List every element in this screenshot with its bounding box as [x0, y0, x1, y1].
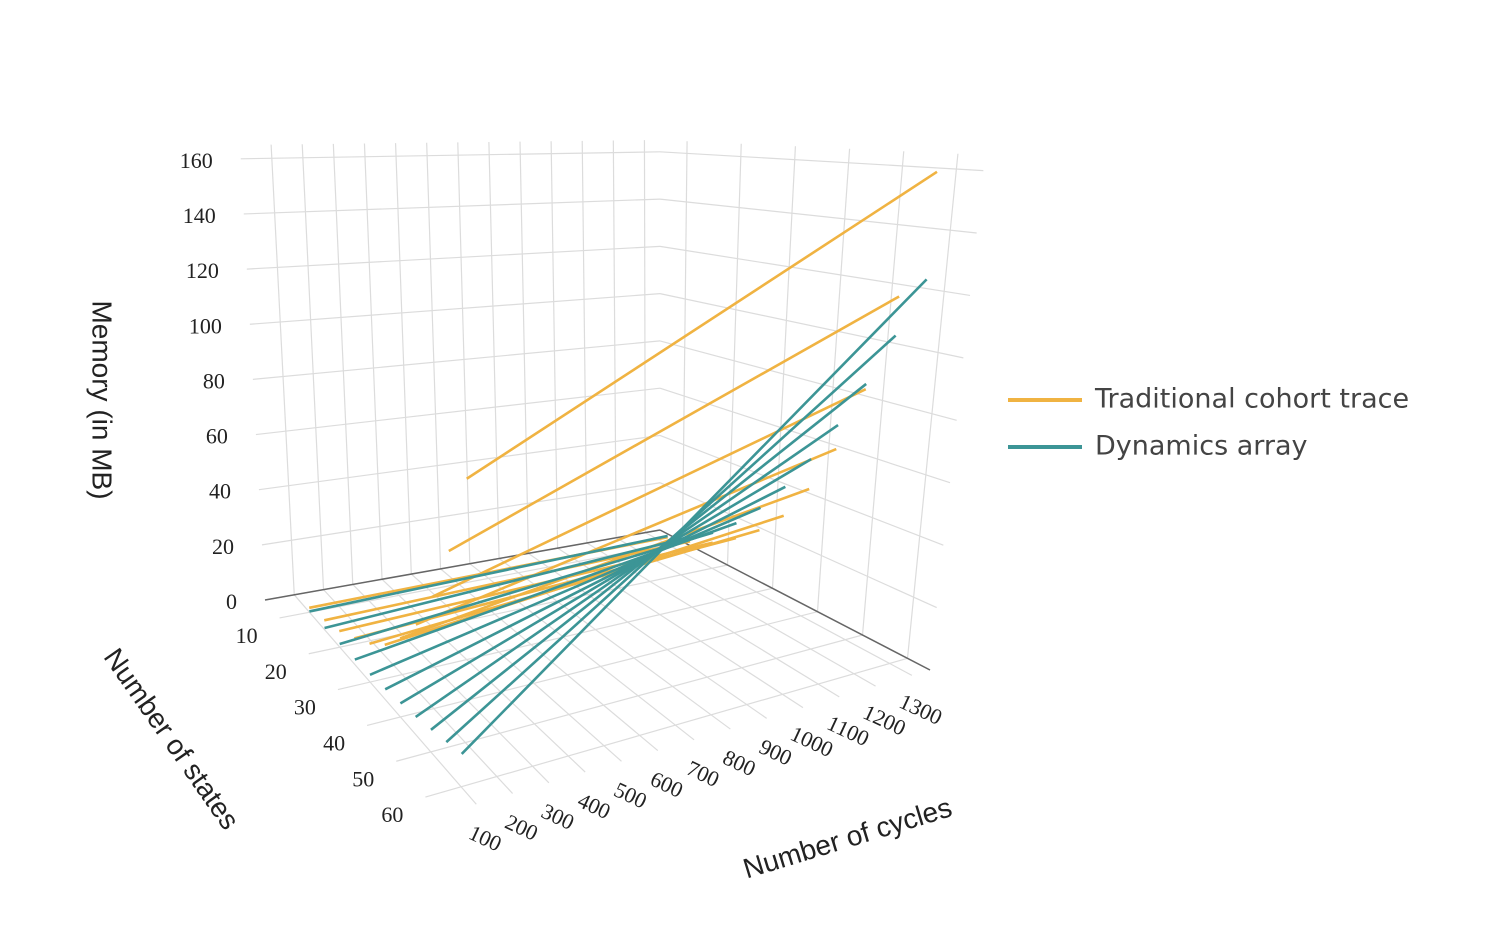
- grid-line: [366, 611, 818, 726]
- z-tick-label: 20: [212, 534, 234, 559]
- grid-line: [612, 140, 617, 538]
- grid-line: [270, 144, 295, 595]
- data-line: [430, 382, 867, 731]
- data-line: [466, 170, 938, 480]
- data-lines: [308, 170, 938, 755]
- grid-line: [681, 141, 688, 542]
- y-tick-label: 40: [323, 730, 345, 755]
- grid-line: [519, 141, 529, 554]
- grid-line: [861, 151, 905, 636]
- x-tick-label: 300: [538, 798, 578, 835]
- legend: Traditional cohort trace Dynamics array: [1008, 384, 1409, 462]
- x-tick-label: 800: [719, 745, 759, 782]
- grid-line: [816, 148, 851, 612]
- grid-line: [261, 482, 661, 546]
- data-line: [384, 514, 785, 647]
- grid-line: [308, 564, 728, 655]
- data-line: [448, 295, 900, 553]
- grid-line: [252, 340, 661, 380]
- grid-line: [659, 340, 957, 421]
- grid-line: [557, 547, 804, 709]
- grid-line: [426, 142, 442, 569]
- z-tick-label: 60: [206, 424, 228, 449]
- data-line: [324, 535, 691, 630]
- y-tick-label: 30: [294, 695, 316, 720]
- grid-line: [643, 140, 646, 533]
- legend-label: Traditional cohort trace: [1094, 384, 1409, 415]
- grid-line: [337, 587, 773, 691]
- grid-line: [581, 140, 588, 543]
- z-tick-label: 100: [189, 313, 222, 338]
- grid-line: [301, 144, 325, 590]
- grid-line: [615, 537, 876, 687]
- z-tick-label: 160: [180, 148, 213, 173]
- grid-line: [527, 552, 768, 719]
- data-line: [384, 485, 786, 691]
- z-axis-title: Memory (in MB): [87, 300, 118, 499]
- y-tick-label: 10: [236, 623, 258, 648]
- grid-line: [293, 594, 477, 805]
- x-tick-label: 500: [610, 777, 650, 814]
- grid-line: [246, 245, 661, 270]
- x-tick-label: 100: [465, 820, 505, 857]
- grid-line: [659, 245, 971, 297]
- x-tick-label: 200: [501, 809, 541, 846]
- x-tick-label: 600: [647, 766, 687, 803]
- axis-line: [659, 529, 931, 671]
- grid-line: [381, 578, 586, 773]
- x-axis-title: Number of cycles: [739, 792, 955, 885]
- grid-line: [243, 198, 661, 215]
- data-line: [339, 531, 714, 646]
- data-line: [415, 447, 837, 626]
- grid-line: [906, 153, 959, 659]
- grid-line: [659, 293, 964, 359]
- z-tick-label: 140: [183, 203, 216, 228]
- grid-line: [363, 143, 383, 580]
- grid-line: [352, 584, 550, 784]
- data-line: [399, 457, 812, 705]
- grid-line: [394, 143, 412, 575]
- data-line: [369, 506, 762, 676]
- data-line: [460, 278, 928, 755]
- grid-line: [645, 532, 913, 676]
- data-line: [309, 534, 668, 613]
- z-tick-label: 120: [186, 258, 219, 283]
- grid-line: [240, 151, 661, 160]
- grid-line: [659, 151, 984, 172]
- data-line: [431, 388, 867, 599]
- axis-line: [264, 529, 661, 601]
- grid-line: [332, 143, 354, 585]
- z-tick-label: 80: [203, 368, 225, 393]
- x-tick-label: 400: [574, 788, 614, 825]
- grid-line: [659, 434, 944, 546]
- grid-line: [255, 387, 661, 436]
- grid-line: [488, 142, 500, 559]
- legend-label: Dynamics array: [1095, 431, 1308, 462]
- grid-line: [258, 434, 661, 491]
- grid-line: [425, 657, 908, 798]
- y-tick-label: 20: [265, 659, 287, 684]
- y-axis-title: Number of states: [98, 643, 246, 835]
- x-tick-label: 700: [683, 755, 723, 792]
- grid-line: [659, 198, 977, 234]
- data-line: [414, 424, 839, 719]
- z-tick-label: 40: [209, 479, 231, 504]
- grid-line: [457, 142, 471, 564]
- grid-line: [249, 293, 661, 325]
- y-tick-label: 50: [352, 766, 374, 791]
- z-tick-label: 0: [226, 589, 237, 614]
- y-tick-label: 60: [381, 802, 403, 827]
- grid-line: [771, 146, 797, 589]
- grid-line: [550, 141, 559, 549]
